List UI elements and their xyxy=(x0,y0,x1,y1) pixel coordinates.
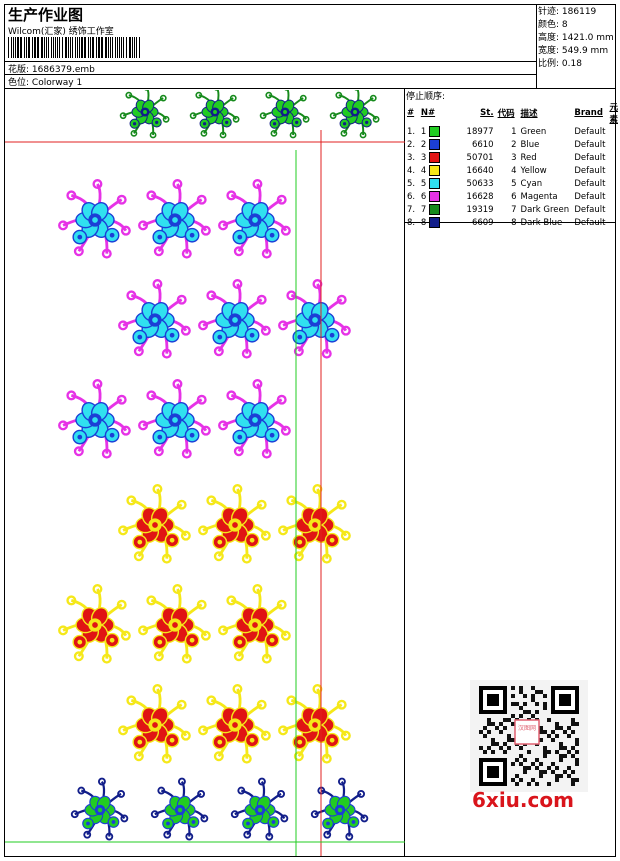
motif-top-border xyxy=(189,90,240,139)
color-swatch xyxy=(428,152,440,163)
qr-code: 汉图网 xyxy=(470,680,588,792)
color-swatch xyxy=(428,165,440,176)
motif-flower-red xyxy=(58,584,131,664)
motif-bottom-border xyxy=(70,777,129,841)
color-row: 4. 4 16640 4 Yellow Default xyxy=(407,165,606,176)
divider-line xyxy=(4,88,616,89)
color-swatch xyxy=(428,126,440,137)
color-swatch xyxy=(428,191,440,202)
divider-line xyxy=(4,61,536,62)
motif-bottom-border xyxy=(230,777,289,841)
table-header-row: # N# St. 代码 描述 Brand 元素 xyxy=(405,101,620,125)
divider-line xyxy=(404,88,405,857)
motif-bottom-border xyxy=(310,777,369,841)
motif-flower-red xyxy=(118,684,191,764)
col-needle: N# xyxy=(420,108,436,118)
stop-sequence-title: 停止顺序: xyxy=(406,92,446,102)
motif-flower-red xyxy=(278,684,351,764)
color-row: 1. 1 18977 1 Green Default xyxy=(407,126,606,137)
motif-flower-cyan xyxy=(58,379,131,459)
sheet-subtitle: Wilcom(汇家) 绣饰工作室 xyxy=(8,27,114,37)
color-swatch xyxy=(428,204,440,215)
motif-flower-cyan xyxy=(198,279,271,359)
pattern-label: 花版: xyxy=(8,65,30,75)
sheet-title: 生产作业图 xyxy=(8,6,84,24)
color-row: 5. 5 50633 5 Cyan Default xyxy=(407,178,606,189)
production-sheet xyxy=(4,4,616,857)
color-sequence-table: # N# St. 代码 描述 Brand 元素 1. 1 18977 1 Green D… xyxy=(405,101,620,229)
colorway-value: Colorway 1 xyxy=(31,78,83,88)
motif-flower-red xyxy=(198,484,271,564)
motif-flower-red xyxy=(278,484,351,564)
seal-text: 汉图网 xyxy=(518,724,536,732)
motif-flower-red xyxy=(218,584,291,664)
color-swatch xyxy=(428,139,440,150)
motif-flower-cyan xyxy=(58,179,131,259)
color-swatch xyxy=(428,217,440,228)
spec-scale: 比例: 0.18 xyxy=(538,59,582,69)
spec-height: 高度: 1421.0 mm xyxy=(538,33,614,43)
divider-line xyxy=(4,74,536,75)
spec-stitches: 针迹: 186119 xyxy=(538,7,597,17)
colorway-line: 色位: Colorway 1 xyxy=(8,75,82,88)
design-specs: 针迹: 186119 颜色: 8 高度: 1421.0 mm 宽度: 549.9… xyxy=(538,6,614,71)
divider-line xyxy=(404,222,616,223)
color-row: 7. 7 19319 7 Dark Green Default xyxy=(407,204,606,215)
spec-colors: 颜色: 8 xyxy=(538,20,568,30)
motif-top-border xyxy=(259,90,310,139)
color-row: 3. 3 50701 3 Red Default xyxy=(407,152,606,163)
motif-flower-cyan xyxy=(118,279,191,359)
motif-flower-red xyxy=(118,484,191,564)
col-brand: Brand xyxy=(574,108,603,118)
col-index: # xyxy=(407,108,415,118)
colorway-label: 色位: xyxy=(8,78,30,88)
embroidery-preview xyxy=(5,90,405,856)
pattern-line: 花版: 1686379.emb xyxy=(8,62,95,75)
motif-flower-cyan xyxy=(218,179,291,259)
motif-flower-red xyxy=(138,584,211,664)
barcode xyxy=(8,37,140,58)
color-swatch xyxy=(428,178,440,189)
spec-width: 宽度: 549.9 mm xyxy=(538,46,609,56)
pattern-value: 1686379.emb xyxy=(31,65,95,75)
divider-line xyxy=(536,4,537,88)
motif-flower-cyan xyxy=(138,379,211,459)
col-stitches: St. xyxy=(480,108,494,118)
color-row: 8. 8 6609 8 Dark Blue Default xyxy=(407,217,606,228)
motif-top-border xyxy=(329,90,380,139)
motif-flower-cyan xyxy=(218,379,291,459)
watermark-logo: 6xiu.com xyxy=(472,788,574,812)
motif-top-border xyxy=(119,90,170,139)
col-code: 代码 xyxy=(497,109,515,119)
col-description: 描述 xyxy=(520,109,538,119)
motif-bottom-border xyxy=(150,777,209,841)
color-row: 6. 6 16628 6 Magenta Default xyxy=(407,191,606,202)
motif-flower-cyan xyxy=(278,279,351,359)
motif-flower-cyan xyxy=(138,179,211,259)
col-element: 元素 xyxy=(609,103,618,125)
color-row: 2. 2 6610 2 Blue Default xyxy=(407,139,606,150)
motif-flower-red xyxy=(198,684,271,764)
